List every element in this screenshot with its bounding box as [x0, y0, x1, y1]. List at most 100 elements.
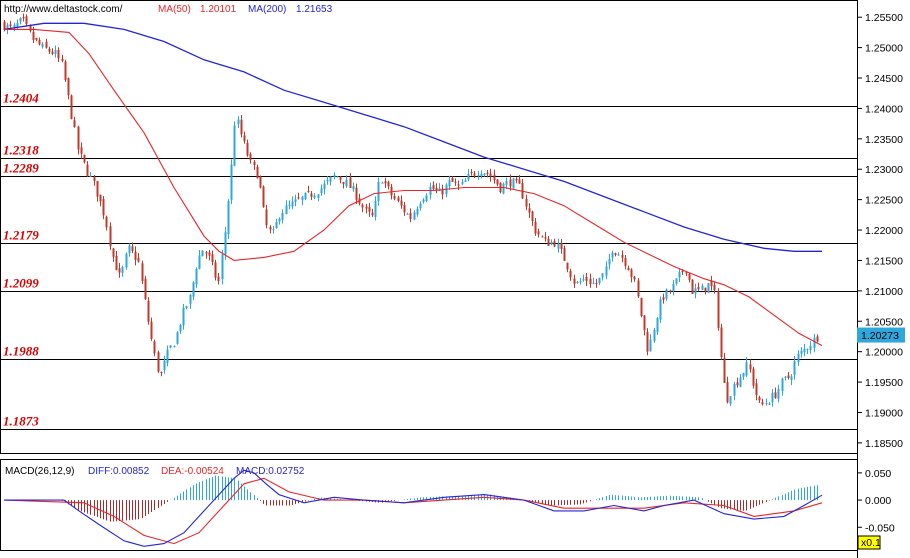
candle-body — [96, 180, 99, 197]
candle-body — [285, 205, 288, 215]
candle-body — [179, 325, 182, 332]
candle-body — [294, 199, 297, 202]
candle-body — [489, 173, 492, 177]
candle-body — [681, 270, 684, 273]
candle-body — [621, 254, 624, 258]
candle-body — [809, 345, 812, 350]
chart-header: http://www.deltastock.com/ MA(50) 1.2010… — [4, 4, 333, 15]
candle-body — [448, 180, 451, 187]
candle-body — [195, 268, 198, 285]
ma50-value: 1.20101 — [200, 4, 237, 15]
macd-dea-label: DEA:-0.00524 — [161, 466, 224, 477]
candle-body — [35, 38, 38, 40]
candle-body — [595, 283, 598, 285]
candle-body — [13, 24, 16, 28]
candle-body — [605, 266, 608, 276]
ma50-label: MA(50) — [158, 4, 191, 15]
candle-body — [214, 262, 217, 278]
last-price-value: 1.20273 — [861, 330, 899, 342]
candle-body — [630, 269, 633, 278]
price-axis-ticks: 1.25500 1.25000 1.24500 1.24000 1.23500 1.230… — [857, 12, 903, 450]
candle-body — [288, 204, 291, 206]
candle-body — [461, 182, 464, 184]
candle-body — [121, 266, 124, 273]
candle-body — [723, 357, 726, 383]
candle-body — [416, 208, 419, 215]
level-label: 1.2179 — [3, 228, 39, 243]
candle-body — [160, 371, 163, 373]
candle-body — [371, 212, 374, 216]
price-tick-label: 1.25000 — [865, 43, 903, 55]
support-resistance-levels: 1.2404 1.2318 1.2289 1.2179 1.2099 1.1988 1.18… — [0, 91, 857, 430]
candle-body — [128, 245, 131, 254]
candle-body — [528, 208, 531, 213]
ma200-label: MA(200) — [248, 4, 286, 15]
candle-body — [221, 254, 224, 280]
candle-body — [272, 229, 275, 231]
candle-body — [739, 377, 742, 387]
candle-body — [800, 350, 803, 354]
price-tick-label: 1.21500 — [865, 255, 903, 267]
candle-body — [758, 397, 761, 401]
candle-body — [544, 237, 547, 239]
price-tick-label: 1.21000 — [865, 286, 903, 298]
candle-body — [790, 376, 793, 380]
candle-body — [323, 183, 326, 190]
candle-body — [451, 177, 454, 182]
candle-body — [441, 189, 444, 195]
moving-averages — [3, 22, 823, 347]
price-tick-label: 1.22000 — [865, 225, 903, 237]
candle-body — [422, 199, 425, 202]
macd-scale-label: x0.1 — [861, 537, 881, 549]
candle-body — [816, 336, 819, 342]
candle-body — [531, 211, 534, 222]
candle-body — [477, 175, 480, 177]
candle-body — [563, 248, 566, 261]
level-label: 1.2404 — [3, 91, 39, 106]
candle-body — [189, 294, 192, 304]
ma50-line — [4, 28, 823, 347]
candle-body — [755, 383, 758, 396]
candle-body — [201, 250, 204, 257]
candle-body — [534, 221, 537, 234]
candle-body — [224, 232, 227, 255]
candle-body — [806, 349, 809, 351]
main-panel-frame — [0, 0, 858, 454]
candle-body — [326, 179, 329, 182]
candle-body — [384, 181, 387, 184]
candle-body — [403, 205, 406, 213]
candle-body — [307, 190, 310, 192]
candle-body — [41, 43, 44, 47]
candle-body — [624, 258, 627, 267]
candle-body — [275, 221, 278, 229]
candle-body — [147, 300, 150, 322]
level-label: 1.2318 — [3, 143, 39, 158]
candle-body — [480, 173, 483, 177]
candle-body — [253, 161, 256, 165]
price-tick-label: 1.19500 — [865, 377, 903, 389]
candle-body — [86, 164, 89, 176]
candle-body — [256, 166, 259, 179]
candle-body — [217, 276, 220, 281]
candle-body — [185, 306, 188, 309]
candle-body — [614, 253, 617, 255]
candle-body — [579, 281, 582, 283]
candle-body — [150, 321, 153, 339]
candle-body — [553, 241, 556, 247]
candle-body — [496, 179, 499, 185]
candle-body — [211, 254, 214, 263]
candle-body — [713, 285, 716, 291]
candle-body — [550, 241, 553, 245]
candle-body — [333, 175, 336, 178]
candle-body — [51, 51, 54, 54]
candle-body — [432, 185, 435, 190]
candle-body — [19, 17, 22, 22]
price-tick-label: 1.18500 — [865, 438, 903, 450]
candle-body — [349, 177, 352, 188]
candle-body — [32, 31, 35, 40]
candle-body — [627, 267, 630, 271]
candle-body — [233, 125, 236, 166]
candlesticks — [3, 13, 819, 407]
candle-body — [393, 195, 396, 199]
